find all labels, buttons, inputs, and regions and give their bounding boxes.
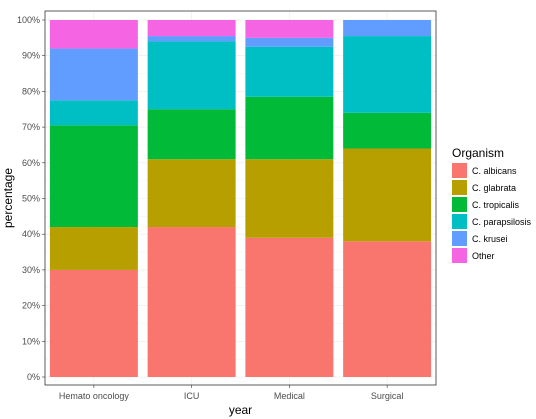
bar-segment bbox=[49, 227, 138, 270]
legend-label: C. glabrata bbox=[472, 183, 516, 193]
y-tick-label: 0% bbox=[27, 372, 40, 382]
bar-segment bbox=[343, 36, 432, 113]
legend-label: Other bbox=[472, 251, 495, 261]
legend-label: C. krusei bbox=[472, 234, 508, 244]
legend-key bbox=[452, 163, 467, 178]
y-tick-label: 40% bbox=[22, 229, 40, 239]
bar-segment bbox=[147, 109, 236, 160]
bar-segment bbox=[343, 241, 432, 377]
legend-key bbox=[452, 248, 467, 263]
legend-key bbox=[452, 231, 467, 246]
x-tick-label: ICU bbox=[184, 391, 200, 401]
legend-key bbox=[452, 197, 467, 212]
legend-key bbox=[452, 180, 467, 195]
x-tick-label: Surgical bbox=[371, 391, 404, 401]
bar-segment bbox=[49, 100, 138, 126]
bar-segment bbox=[49, 125, 138, 228]
y-axis-title: percentage bbox=[1, 168, 15, 228]
legend-items: C. albicans C. glabrata C. tropicalis C. pa… bbox=[452, 163, 532, 263]
bar-segment bbox=[49, 48, 138, 101]
y-tick-label: 80% bbox=[22, 86, 40, 96]
bar-segment bbox=[245, 46, 334, 97]
bar-segment bbox=[343, 148, 432, 242]
x-axis-title: year bbox=[229, 403, 252, 417]
bar-segment bbox=[49, 20, 138, 49]
bars-layer bbox=[49, 20, 432, 377]
y-tick-label: 90% bbox=[22, 51, 40, 61]
bar-segment bbox=[49, 269, 138, 377]
bar-segment bbox=[147, 227, 236, 377]
legend-label: C. parapsilosis bbox=[472, 217, 532, 227]
y-tick-label: 30% bbox=[22, 265, 40, 275]
bar-segment bbox=[245, 237, 334, 377]
legend: Organism C. albicans C. glabrata C. tropic… bbox=[452, 146, 532, 263]
legend-label: C. tropicalis bbox=[472, 200, 520, 210]
y-tick-label: 70% bbox=[22, 122, 40, 132]
bar-segment bbox=[147, 159, 236, 228]
bar-segment bbox=[147, 36, 236, 42]
bar-segment bbox=[343, 20, 432, 37]
y-tick-label: 20% bbox=[22, 301, 40, 311]
x-axis: Hemato oncology ICU Medical Surgical bbox=[59, 385, 404, 401]
bar-segment bbox=[245, 96, 334, 160]
y-tick-label: 50% bbox=[22, 194, 40, 204]
bar-segment bbox=[245, 159, 334, 238]
y-tick-label: 10% bbox=[22, 336, 40, 346]
bar-segment bbox=[147, 41, 236, 110]
y-axis: 0% 10% 20% 30% 40% 50% 60% 70% 80% 90% 100% bbox=[17, 15, 45, 382]
legend-key bbox=[452, 214, 467, 229]
bar-segment bbox=[245, 37, 334, 47]
y-tick-label: 100% bbox=[17, 15, 40, 25]
panel-border bbox=[44, 10, 437, 386]
x-tick-label: Medical bbox=[274, 391, 305, 401]
y-tick-label: 60% bbox=[22, 158, 40, 168]
bar-segment bbox=[343, 112, 432, 149]
legend-label: C. albicans bbox=[472, 166, 517, 176]
bar-segment bbox=[245, 20, 334, 38]
legend-title: Organism bbox=[452, 146, 504, 160]
x-tick-label: Hemato oncology bbox=[59, 391, 130, 401]
bar-segment bbox=[147, 20, 236, 37]
